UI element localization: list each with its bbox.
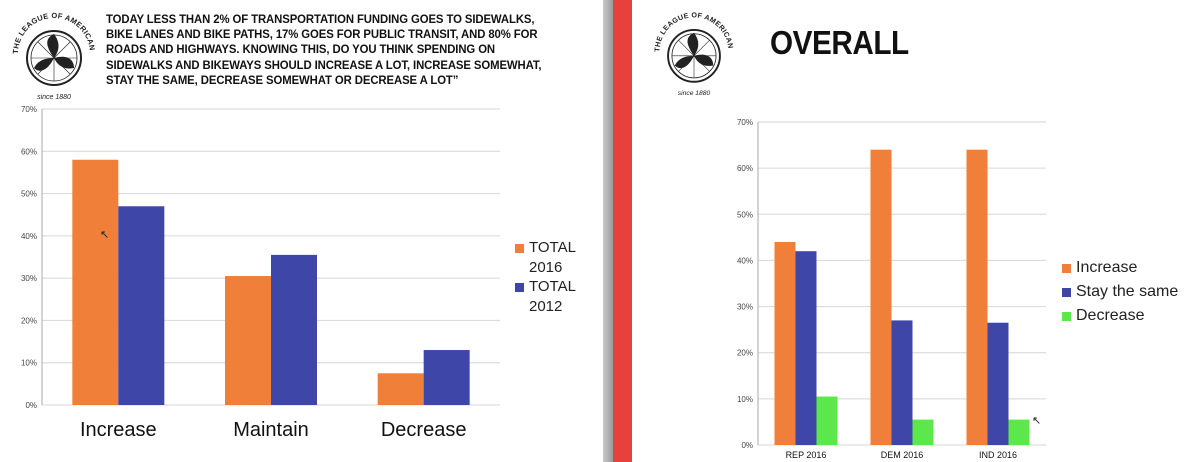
y-tick-label: 10% xyxy=(737,395,753,404)
y-tick-label: 10% xyxy=(21,359,37,368)
y-tick-label: 30% xyxy=(737,303,753,312)
mouse-cursor-icon: ↖ xyxy=(100,229,110,241)
logo-since: since 1880 xyxy=(678,90,711,97)
bar xyxy=(423,350,470,405)
league-logo: THE LEAGUE OF AMERICAN BICYCLISTS since … xyxy=(646,4,735,97)
slide-title: OVERALL xyxy=(770,24,909,61)
bar xyxy=(966,149,988,445)
survey-question: TODAY LESS THAN 2% OF TRANSPORTATION FUN… xyxy=(106,12,542,87)
logo-since: since 1880 xyxy=(37,94,71,101)
legend-swatch xyxy=(515,283,524,292)
y-tick-label: 0% xyxy=(25,401,37,410)
x-category-label: DEM 2016 xyxy=(881,450,924,460)
red-divider xyxy=(613,0,632,462)
legend-swatch xyxy=(1062,312,1071,321)
bar xyxy=(1008,419,1030,445)
legend-label: Decrease xyxy=(1076,307,1145,324)
legend-label: Increase xyxy=(1076,259,1137,276)
x-category-label: Increase xyxy=(80,419,157,441)
legend-label: 2016 xyxy=(529,259,562,276)
right-bar-chart: 0% 10% 20% 30% 40% 50% 60% 70% REP 2016 DEM 2016 I… xyxy=(737,118,1178,460)
legend-swatch xyxy=(515,244,524,253)
bar xyxy=(72,159,119,405)
bar xyxy=(118,206,165,405)
left-bar-chart: 0% 10% 20% 30% 40% 50% 60% 70% Increase Maintain D… xyxy=(21,105,576,441)
bar xyxy=(912,419,934,445)
y-tick-label: 50% xyxy=(21,190,37,199)
bar xyxy=(987,322,1009,445)
y-tick-label: 40% xyxy=(737,256,753,265)
y-tick-label: 60% xyxy=(737,164,753,173)
y-tick-label: 20% xyxy=(21,316,37,325)
bar xyxy=(271,254,317,405)
x-category-label: IND 2016 xyxy=(979,450,1017,460)
y-tick-label: 50% xyxy=(737,210,753,219)
left-slide: THE LEAGUE OF AMERICAN BICYCLISTS since … xyxy=(0,0,605,462)
x-category-label: Maintain xyxy=(233,419,309,441)
y-tick-label: 30% xyxy=(21,274,37,283)
y-tick-label: 70% xyxy=(737,118,753,127)
x-category-label: Decrease xyxy=(381,419,467,441)
x-category-label: REP 2016 xyxy=(786,450,827,460)
bar xyxy=(795,251,817,445)
y-tick-label: 60% xyxy=(21,147,37,156)
bar xyxy=(377,373,424,405)
bar xyxy=(774,241,796,445)
y-tick-label: 40% xyxy=(21,232,37,241)
y-tick-label: 70% xyxy=(21,105,37,114)
legend-label: 2012 xyxy=(529,298,562,315)
bar xyxy=(816,396,838,445)
y-tick-label: 0% xyxy=(741,441,753,450)
legend-label: TOTAL xyxy=(529,239,576,256)
bar xyxy=(225,276,271,405)
y-tick-label: 20% xyxy=(737,349,753,358)
legend-label: TOTAL xyxy=(529,278,576,295)
mouse-cursor-icon: ↖ xyxy=(1032,415,1042,427)
bar xyxy=(891,320,913,445)
legend-label: Stay the same xyxy=(1076,283,1178,300)
slide-divider xyxy=(603,0,613,462)
legend-swatch xyxy=(1062,264,1071,273)
right-slide: THE LEAGUE OF AMERICAN BICYCLISTS since … xyxy=(632,0,1200,462)
league-logo: THE LEAGUE OF AMERICAN BICYCLISTS since … xyxy=(4,4,97,101)
legend-swatch xyxy=(1062,288,1071,297)
bar xyxy=(870,149,892,445)
